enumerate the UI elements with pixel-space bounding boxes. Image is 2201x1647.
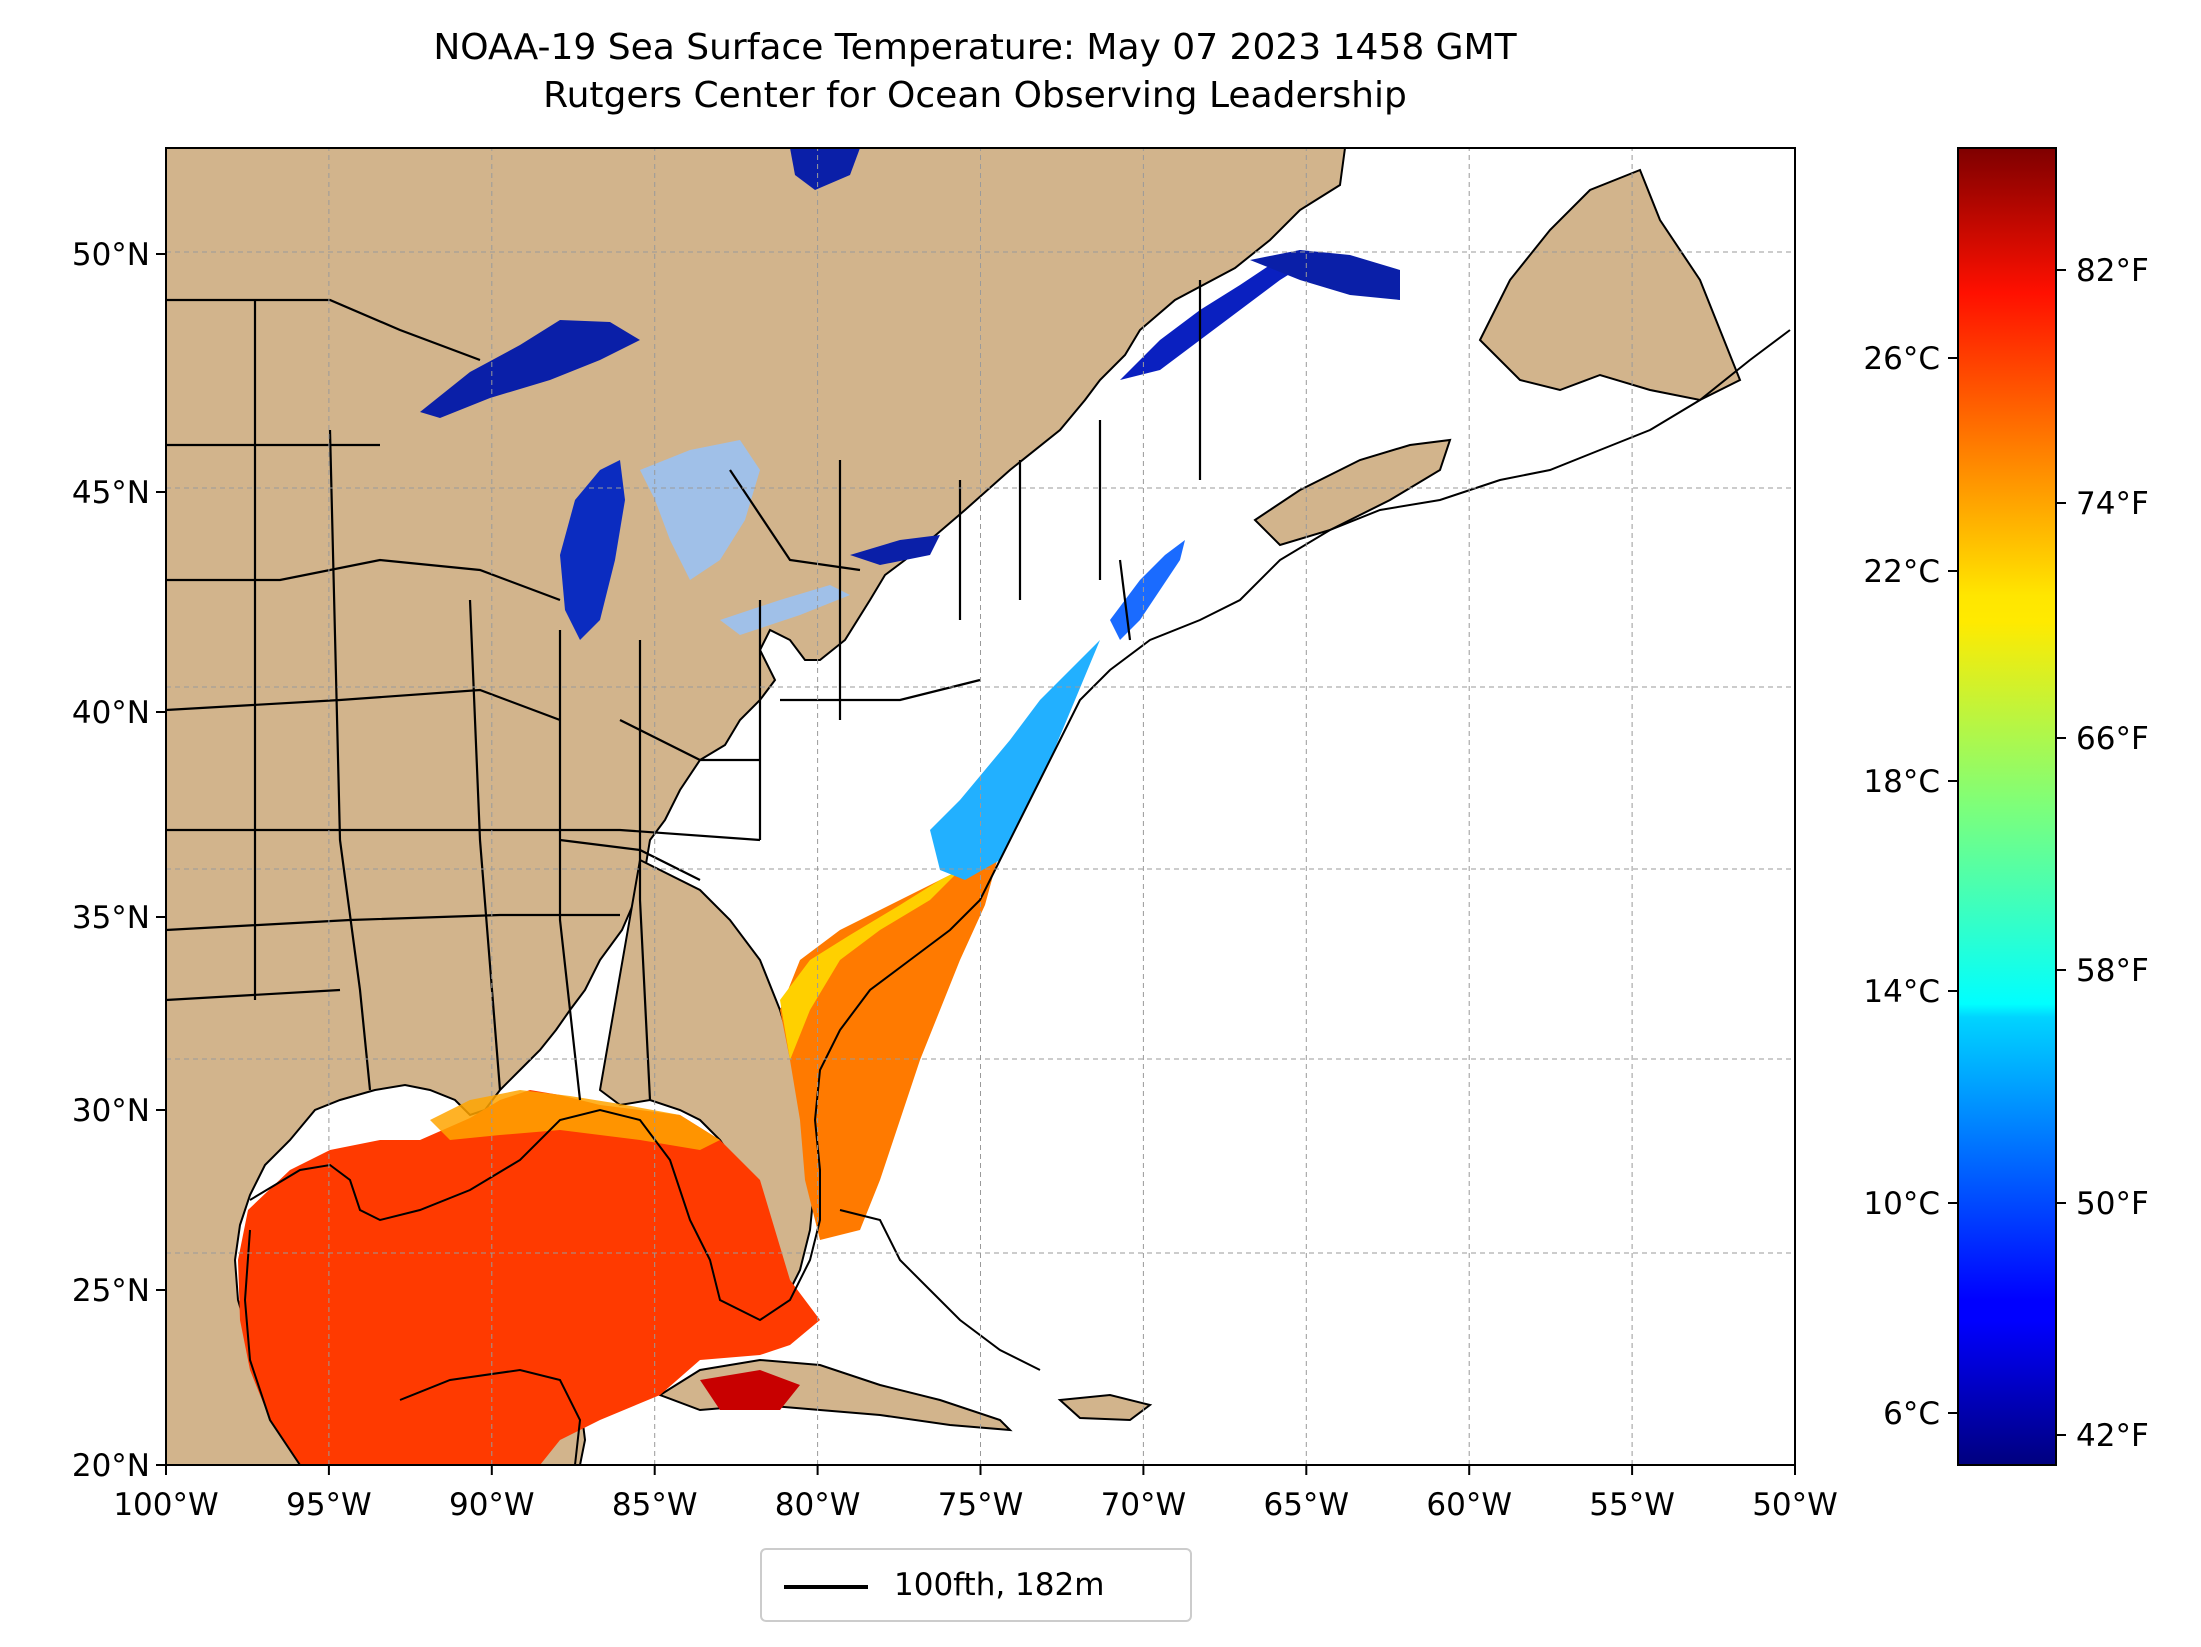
- colorbar-celsius-label: 26°C: [1863, 341, 1940, 377]
- y-tick-label: 50°N: [72, 237, 150, 273]
- x-tick-label: 65°W: [1263, 1487, 1349, 1523]
- colorbar-fahrenheit-label: 58°F: [2076, 953, 2149, 989]
- sst-gulf-caribbean-hot: [700, 1370, 800, 1410]
- y-axis: 20°N 25°N 30°N 35°N 40°N 45°N 50°N: [72, 237, 166, 1484]
- title-line-2: Rutgers Center for Ocean Observing Leade…: [543, 75, 1407, 116]
- state-borders: [166, 280, 1202, 1101]
- sst-gulf-warm-coast: [430, 1090, 720, 1150]
- colorbar-fahrenheit-label: 74°F: [2076, 486, 2149, 522]
- sst-gulf-of-maine: [1110, 540, 1185, 640]
- y-tick-label: 35°N: [72, 900, 150, 936]
- x-tick-label: 60°W: [1426, 1487, 1512, 1523]
- x-tick-label: 50°W: [1752, 1487, 1838, 1523]
- land-nova-scotia: [1253, 438, 1452, 547]
- colorbar-celsius-label: 10°C: [1863, 1186, 1940, 1222]
- x-axis: 100°W 95°W 90°W 85°W 80°W 75°W 70°W 65°W…: [113, 1465, 1838, 1523]
- land-newfoundland: [1478, 168, 1742, 402]
- y-tick-label: 25°N: [72, 1273, 150, 1309]
- colorbar-fahrenheit-label: 82°F: [2076, 253, 2149, 289]
- colorbar-fahrenheit-label: 42°F: [2076, 1418, 2149, 1454]
- colorbar-celsius-label: 14°C: [1863, 974, 1940, 1010]
- x-tick-label: 85°W: [612, 1487, 698, 1523]
- lake-superior: [420, 320, 640, 418]
- colorbar-celsius-label: 22°C: [1863, 554, 1940, 590]
- colorbar-celsius-label: 18°C: [1863, 764, 1940, 800]
- x-tick-label: 95°W: [286, 1487, 372, 1523]
- legend-line-swatch: [784, 1585, 868, 1589]
- land-north-america: [166, 148, 1347, 1465]
- colorbar-fahrenheit-label: 50°F: [2076, 1186, 2149, 1222]
- x-tick-label: 80°W: [775, 1487, 861, 1523]
- sst-st-lawrence: [1120, 250, 1320, 380]
- sst-gulf-of-mexico: [238, 1090, 820, 1465]
- x-tick-label: 70°W: [1101, 1487, 1187, 1523]
- x-tick-label: 55°W: [1589, 1487, 1675, 1523]
- legend: 100fth, 182m: [760, 1548, 1192, 1622]
- lake-huron: [640, 440, 760, 580]
- land-hispaniola: [1057, 1393, 1153, 1422]
- sst-st-lawrence-gulf: [1250, 250, 1400, 300]
- x-tick-label: 75°W: [938, 1487, 1024, 1523]
- title-line-1: NOAA-19 Sea Surface Temperature: May 07 …: [433, 27, 1517, 68]
- colorbar-gradient: [1957, 147, 2057, 1466]
- isobath-100fth: [243, 329, 1791, 1465]
- chart-title: NOAA-19 Sea Surface Temperature: May 07 …: [0, 24, 1950, 120]
- y-tick-label: 20°N: [72, 1448, 150, 1484]
- colorbar-fahrenheit-label: 66°F: [2076, 721, 2149, 757]
- y-tick-label: 30°N: [72, 1093, 150, 1129]
- colorbar: 26°C 22°C 18°C 14°C 10°C 6°C 82°F 74°F 6…: [1863, 147, 2149, 1466]
- james-bay: [790, 148, 860, 190]
- x-tick-label: 100°W: [113, 1487, 218, 1523]
- y-tick-label: 40°N: [72, 695, 150, 731]
- y-tick-label: 45°N: [72, 475, 150, 511]
- legend-label: 100fth, 182m: [894, 1567, 1105, 1603]
- x-tick-label: 90°W: [449, 1487, 535, 1523]
- sst-mid-atlantic: [930, 640, 1100, 880]
- lake-ontario: [850, 535, 940, 565]
- sst-carolina-shelf: [780, 870, 960, 1060]
- colorbar-celsius-label: 6°C: [1883, 1396, 1940, 1432]
- lake-michigan: [560, 460, 625, 640]
